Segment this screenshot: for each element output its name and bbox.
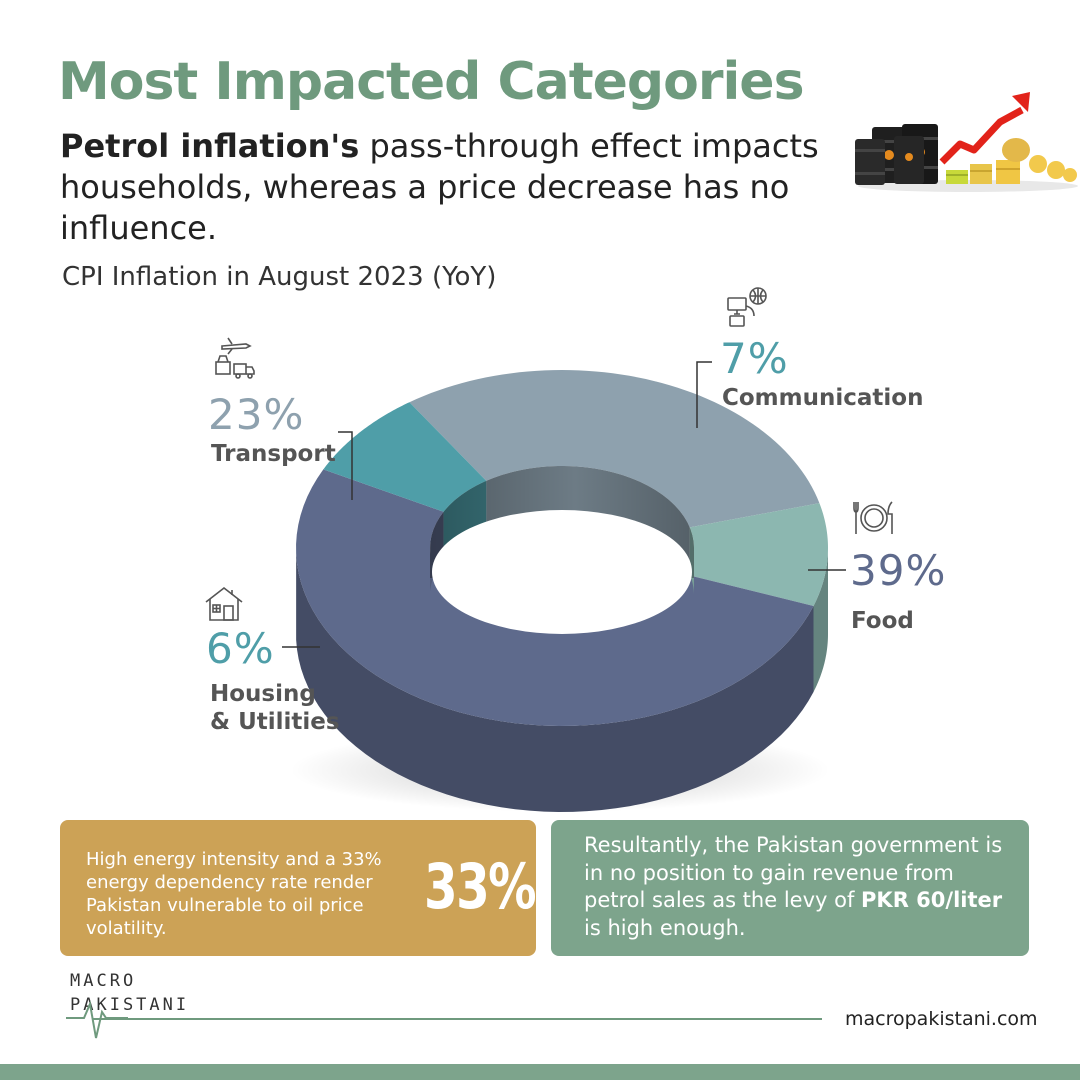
housing-label-line1: Housing [210,681,316,707]
transport-label: Transport [211,441,336,467]
footer-divider [92,1018,822,1020]
donut-side-food [296,553,814,812]
page-title: Most Impacted Categories [58,52,805,112]
housing-label-line2: & Utilities [210,709,340,735]
house-icon [205,586,243,621]
communication-label: Communication [722,385,924,411]
donut-slice-housing-utilities [323,402,487,512]
petrol-levy-text: Resultantly, the Pakistan government is … [584,832,1014,942]
communication-icon [727,287,767,327]
energy-dependency-text: High energy intensity and a 33% energy d… [86,849,382,939]
oil-price-illustration [855,92,1078,192]
food-label: Food [851,608,914,634]
donut-hole-floor [432,510,692,634]
energy-dependency-figure: 33% [424,850,537,923]
housing-percent: 6% [206,624,275,673]
oil-barrel-icon [855,124,938,185]
subtitle-rest: pass-through effect impacts households, … [60,127,819,247]
donut-slice-transport [409,370,820,528]
petrol-levy-amount: PKR 60/liter [861,888,1003,912]
petrol-levy-box: Resultantly, the Pakistan government is … [551,820,1029,956]
petrol-levy-text-start: Resultantly, the Pakistan government is … [584,833,1003,912]
website-url: macropakistani.com [845,1008,1038,1030]
donut-side-communication [813,547,828,692]
communication-percent: 7% [720,334,789,383]
page-subtitle: Petrol inflation's pass-through effect i… [60,126,860,249]
petrol-levy-text-end: is high enough. [584,915,746,940]
donut-slice-communication [686,503,828,606]
rising-arrow-icon [939,106,1024,165]
bottom-bar [0,1064,1080,1080]
housing-label: Housing & Utilities [210,680,340,736]
transport-icon [215,337,255,379]
subtitle-bold: Petrol inflation's [60,127,360,165]
logo-line-2: PAKISTANI [70,995,189,1015]
dining-icon [853,501,893,534]
food-percent: 39% [850,546,947,595]
energy-dependency-box: High energy intensity and a 33% energy d… [60,820,537,956]
chart-caption: CPI Inflation in August 2023 (YoY) [62,262,497,292]
leader-line-transport [338,431,353,500]
donut-slice-food [296,469,814,726]
leader-line-communication [696,361,712,428]
coin-stack-icon [946,138,1077,184]
transport-percent: 23% [208,390,305,439]
macro-pakistani-logo: MACRO PAKISTANI [66,971,189,1039]
logo-line-1: MACRO [70,971,136,991]
